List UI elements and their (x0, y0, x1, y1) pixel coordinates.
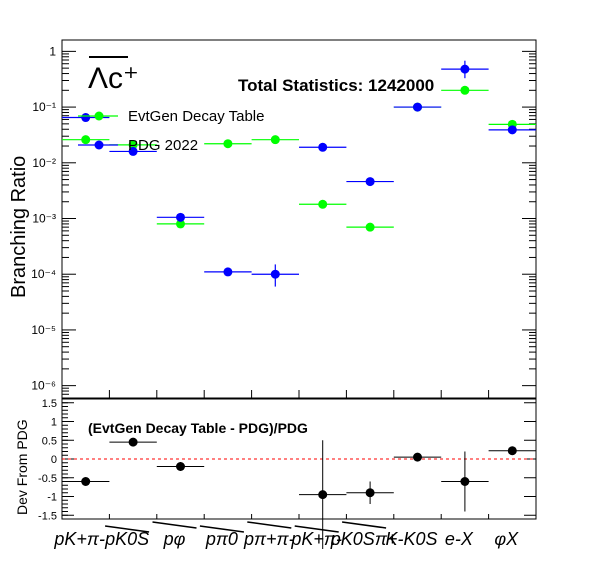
legend-marker-evtgen (94, 111, 104, 121)
deviation-point (176, 462, 185, 471)
top-tick-label: 10⁻⁴ (31, 267, 56, 281)
antiparticle-bar (199, 525, 245, 533)
x-tick-label-text: pπ0 (205, 529, 238, 549)
x-tick-label: φX (494, 529, 519, 549)
x-tick-label-text: pφ (163, 529, 186, 549)
x-tick-label-text: K-K0S (385, 529, 437, 549)
top-data-marks (62, 60, 536, 287)
bottom-y-axis: -1.5 -1 -0.5 0 0.5 1 1.5 (38, 398, 537, 522)
x-tick-label: pφ (152, 521, 197, 549)
series-point (270, 135, 280, 145)
legend-label-evtgen: EvtGen Decay Table (128, 108, 264, 125)
deviation-point (365, 488, 375, 498)
deviation-point (460, 477, 470, 486)
bottom-data-marks (62, 437, 536, 549)
legend-label-pdg: PDG 2022 (128, 137, 198, 154)
x-tick-labels: pK+π-pK0S pφ pπ0 pπ+π-pK+π-pK0Sπ+K-K0S e-X φX (53, 521, 519, 549)
series-point (318, 142, 328, 152)
x-tick-label: pK+π- (290, 525, 342, 549)
top-tick-label: 10⁻⁶ (31, 379, 56, 393)
stats-text: Total Statistics: 1242000 (238, 76, 434, 95)
antiparticle-bar (341, 521, 387, 529)
bottom-tick-label: -1.5 (38, 510, 57, 522)
x-tick-label: K-K0S (385, 529, 437, 549)
bottom-tick-label: 0.5 (42, 435, 57, 447)
top-tick-label: 10⁻⁵ (31, 323, 56, 337)
top-tick-label: 10⁻² (32, 156, 56, 170)
top-tick-label: 1 (49, 44, 56, 58)
x-tick-label: pπ0 (199, 525, 245, 549)
x-tick-label-text: pπ+π- (243, 529, 295, 549)
top-tick-label: 10⁻¹ (32, 100, 56, 114)
deviation-point (413, 452, 422, 462)
series-point (223, 139, 233, 149)
x-tick-label: pπ+π- (243, 521, 295, 549)
antiparticle-bar (294, 525, 339, 533)
bottom-tick-label: 1.5 (42, 398, 57, 410)
series-point (365, 222, 375, 232)
series-point (460, 85, 470, 95)
deviation-point (507, 446, 517, 456)
x-tick-label: pK+π- (53, 529, 105, 549)
series-point (507, 125, 517, 135)
x-tick-label-text: φX (494, 529, 519, 549)
legend-marker-pdg (94, 140, 104, 150)
series-point (460, 64, 470, 74)
series-point (128, 140, 138, 150)
x-tick-label-text: pK0Sπ+ (330, 529, 398, 549)
series-point (223, 267, 233, 277)
x-tick-label-text: e-X (445, 529, 474, 549)
series-point (318, 199, 328, 209)
series-point (81, 135, 91, 145)
deviation-point (128, 437, 138, 447)
x-tick-label: e-X (445, 529, 474, 549)
series-point (413, 102, 422, 112)
bottom-tick-label: 0 (51, 454, 57, 466)
top-y-axis: 10⁻⁶ 10⁻⁵ 10⁻⁴ 10⁻³ 10⁻² 10⁻¹ 1 (31, 44, 537, 399)
chart-title: Λc⁺ (88, 56, 139, 95)
antiparticle-bar (152, 521, 197, 529)
legend: EvtGen Decay Table PDG 2022 (78, 108, 264, 154)
x-tick-label: pK0Sπ+ (330, 521, 398, 549)
series-point (365, 177, 375, 187)
bottom-panel-title: (EvtGen Decay Table - PDG)/PDG (88, 420, 308, 436)
deviation-point (81, 477, 91, 486)
antiparticle-bar (247, 521, 292, 529)
series-point (270, 269, 280, 279)
bottom-y-label: Dev From PDG (14, 419, 30, 515)
series-point (128, 146, 138, 156)
series-point (176, 219, 185, 229)
x-tick-label-text: pK+π- (53, 529, 105, 549)
series-point (176, 212, 185, 222)
title-text: Λc⁺ (88, 62, 139, 95)
bottom-tick-label: -1 (47, 492, 57, 504)
series-point (81, 113, 91, 123)
antiparticle-bar (104, 525, 150, 533)
deviation-point (318, 490, 328, 500)
bottom-tick-label: 1 (51, 417, 57, 429)
bottom-tick-label: -0.5 (38, 473, 57, 485)
x-tick-label-text: pK0S (104, 529, 149, 549)
x-tick-label: pK0S (104, 525, 150, 549)
top-y-label: Branching Ratio (8, 156, 30, 298)
x-tick-label-text: pK+π- (290, 529, 342, 549)
top-tick-label: 10⁻³ (32, 212, 56, 226)
